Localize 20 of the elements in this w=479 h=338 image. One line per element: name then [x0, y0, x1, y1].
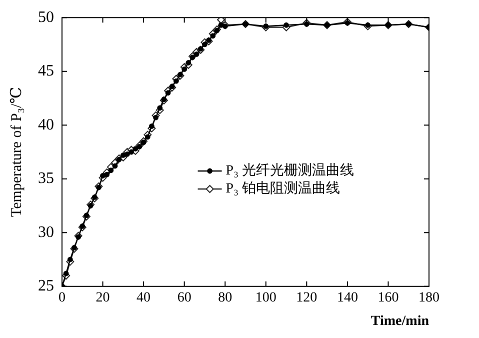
x-tick-label: 160 [378, 290, 399, 306]
y-tick-label: 35 [38, 170, 54, 188]
legend-label: P₃ 光纤光栅测温曲线 [226, 162, 354, 179]
y-tick-label: 45 [38, 62, 54, 80]
y-tick-label: 30 [38, 224, 54, 241]
x-tick-label: 80 [218, 290, 232, 306]
x-axis-title: Time/min [370, 314, 430, 330]
y-tick-label: 50 [38, 8, 54, 26]
x-tick-label: 100 [255, 290, 276, 306]
y-tick-label: 25 [38, 278, 54, 295]
x-tick-label: 0 [58, 290, 66, 306]
x-tick-label: 180 [418, 290, 440, 306]
x-tick-label: 120 [296, 290, 318, 306]
x-tick-label: 40 [136, 290, 151, 306]
x-tick-label: 140 [336, 290, 358, 306]
y-tick-label: 40 [38, 116, 54, 134]
y-axis-title: Temperature of P₃/℃ [8, 86, 25, 218]
x-tick-label: 60 [177, 290, 192, 306]
legend-label: P₃ 铂电阻测温曲线 [226, 180, 340, 197]
x-tick-label: 20 [96, 290, 110, 306]
